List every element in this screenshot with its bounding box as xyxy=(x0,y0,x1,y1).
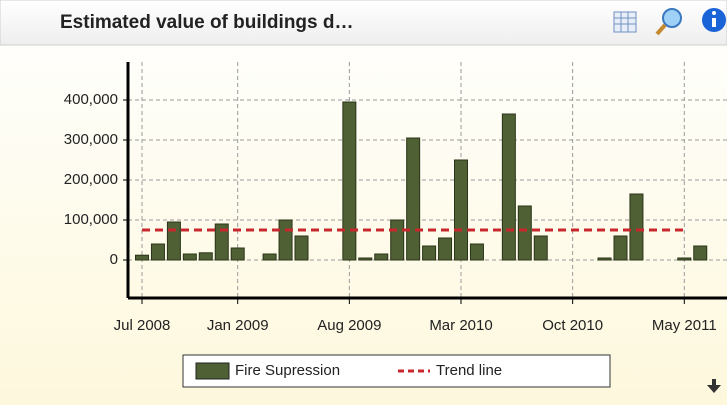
legend-label: Fire Supression xyxy=(235,362,340,379)
y-tick-label: 400,000 xyxy=(64,91,118,108)
x-tick-label: Mar 2010 xyxy=(429,317,492,334)
bar xyxy=(166,221,181,261)
bar xyxy=(198,252,213,261)
bar xyxy=(182,253,197,261)
bar xyxy=(438,237,453,261)
bar xyxy=(422,245,437,261)
bar xyxy=(533,235,548,261)
bar xyxy=(406,137,421,261)
bar xyxy=(262,253,277,261)
x-tick-label: Oct 2010 xyxy=(542,317,603,334)
bar xyxy=(613,235,628,261)
bar xyxy=(501,113,516,261)
x-tick-label: May 2011 xyxy=(652,317,717,334)
bar xyxy=(358,257,373,261)
legend-swatch xyxy=(195,362,230,380)
bar xyxy=(150,243,165,261)
bar xyxy=(693,245,708,261)
bar xyxy=(374,253,389,261)
y-tick-label: 200,000 xyxy=(64,171,118,188)
bar xyxy=(214,223,229,261)
bar xyxy=(135,254,149,261)
bar xyxy=(597,257,612,261)
bar xyxy=(677,257,692,261)
bar xyxy=(469,243,484,261)
expand-arrow[interactable] xyxy=(707,379,721,393)
x-tick-label: Aug 2009 xyxy=(317,317,381,334)
bar xyxy=(342,101,357,261)
bar xyxy=(294,235,309,261)
bar xyxy=(517,205,532,261)
info-icon[interactable] xyxy=(702,8,726,32)
legend-label: Trend line xyxy=(436,362,502,379)
x-tick-label: Jul 2008 xyxy=(114,317,171,334)
header xyxy=(0,0,727,46)
legend xyxy=(182,354,611,388)
x-tick-label: Jan 2009 xyxy=(207,317,269,334)
bar xyxy=(230,247,245,261)
bar xyxy=(278,219,293,261)
bar xyxy=(454,159,468,261)
chart-title: Estimated value of buildings d… xyxy=(60,12,353,33)
bar xyxy=(629,193,644,261)
y-tick-label: 0 xyxy=(110,251,118,268)
table-icon[interactable] xyxy=(613,11,637,33)
y-tick-label: 100,000 xyxy=(64,211,118,228)
bar xyxy=(390,219,405,261)
y-tick-label: 300,000 xyxy=(64,131,118,148)
zoom-icon[interactable] xyxy=(655,8,682,36)
